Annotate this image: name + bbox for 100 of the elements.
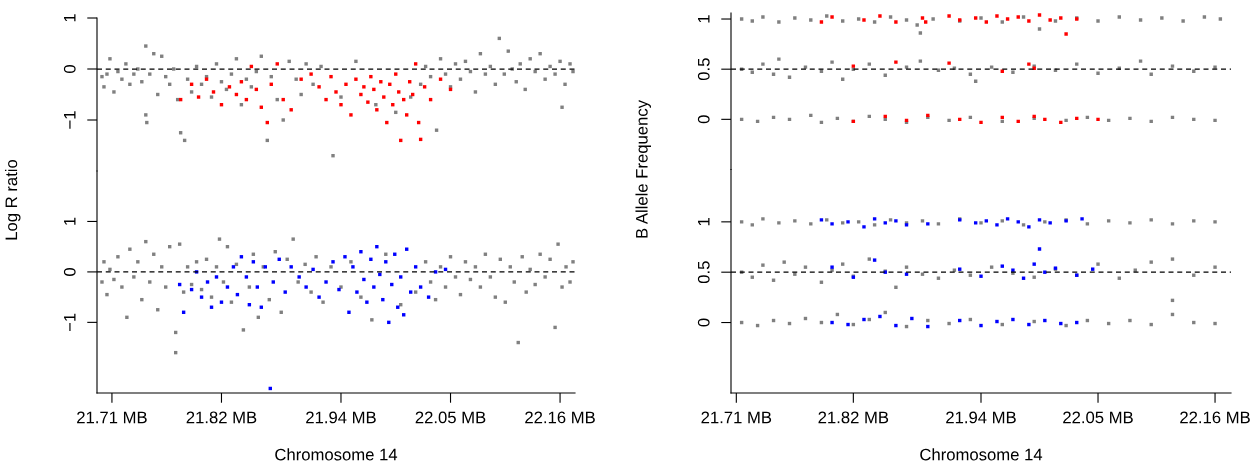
point [1096,117,1100,122]
point [995,14,999,18]
point [1011,317,1015,322]
point [329,74,333,79]
point [979,323,983,328]
point [211,90,216,94]
point [894,219,898,223]
point [1080,217,1084,221]
point [304,285,308,289]
point [362,85,366,89]
point [1037,247,1042,251]
point [384,260,388,264]
y-tick-label: 0 [697,115,710,124]
point [271,280,275,284]
point [1091,267,1095,271]
point [422,85,427,89]
point [830,15,834,19]
point [1027,322,1031,327]
point [359,250,363,254]
point [819,20,824,24]
point [413,62,418,66]
y-tick-label: 0.5 [697,261,710,284]
point [244,275,249,279]
y-axis-title: B Allele Frequency [635,100,651,238]
point [883,221,887,225]
point [351,265,355,269]
y-tick-label: 1 [698,15,710,23]
point [995,319,999,324]
point [334,90,338,94]
point [894,323,898,328]
point [923,20,928,24]
point [382,95,386,99]
point [438,77,443,81]
x-tick-label: 22.05 MB [415,411,486,424]
y-tick-label: −1 [64,111,76,129]
point [878,314,882,319]
point [394,72,398,76]
x-tick-label: 22.05 MB [1063,411,1133,424]
point [979,120,983,125]
point [299,77,303,81]
point [862,18,866,22]
point [995,223,999,227]
point [426,295,431,299]
point [1048,221,1052,225]
point [225,285,230,289]
point [199,295,204,299]
point [418,285,423,289]
point [947,14,951,18]
point [369,74,373,79]
point [862,317,866,322]
point [344,82,348,86]
point [205,280,210,284]
y-tick-label: 1 [64,14,76,22]
x-axis-title: Chromosome 14 [920,448,1043,461]
point [355,290,359,294]
point [331,260,335,264]
point [214,275,219,279]
point [1016,220,1020,224]
point [973,221,978,225]
point [1043,270,1047,274]
point [359,92,363,97]
point [255,285,260,289]
point [926,324,930,329]
point [354,77,358,81]
point [1000,264,1004,268]
point [1059,16,1063,20]
point [973,16,978,20]
point [872,258,877,262]
point [372,87,376,92]
point [862,225,866,229]
point [362,277,366,282]
point [958,267,962,271]
point [846,322,850,327]
point [894,60,898,64]
y-tick-label: 0 [63,65,76,73]
x-tick-label: 21.82 MB [186,411,257,424]
point [1027,62,1031,66]
point [830,222,834,226]
point [349,113,353,117]
point [311,267,315,272]
point [194,270,199,274]
point [397,90,401,94]
x-tick-label: 22.16 MB [525,411,595,424]
point [1027,19,1031,23]
point [926,222,930,226]
point [399,275,403,279]
point [846,220,850,224]
point [920,16,925,20]
point [251,260,256,264]
point [369,257,373,261]
y-tick-label: 1 [64,217,76,225]
point [289,108,293,112]
point [1032,262,1036,266]
y-tick-label: 0.5 [697,58,710,81]
y-tick-label: 1 [698,218,710,226]
point [947,61,951,65]
point [365,300,369,304]
point [317,295,321,299]
point [819,218,824,222]
y-tick-label: −1 [64,313,76,332]
